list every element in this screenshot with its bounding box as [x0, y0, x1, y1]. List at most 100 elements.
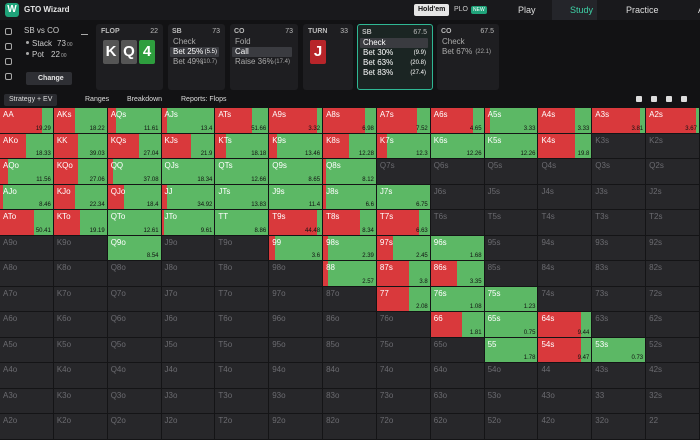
- hand-cell[interactable]: 75s 1.23: [484, 286, 539, 313]
- player-panel[interactable]: CO 67.5 Check Bet 67% (22.1): [437, 24, 499, 90]
- hand-cell[interactable]: J2o: [161, 414, 216, 440]
- hand-cell[interactable]: 22: [646, 414, 700, 440]
- player-panel[interactable]: SB 73 Check Bet 25% (5.5) Bet 49% (10.7): [168, 24, 225, 90]
- hand-cell[interactable]: 32o: [592, 414, 647, 440]
- nav-tab[interactable]: Practice: [626, 5, 659, 15]
- hand-cell[interactable]: 62o: [430, 414, 485, 440]
- hand-cell[interactable]: Q4s: [538, 159, 593, 185]
- hand-cell[interactable]: 65o: [430, 337, 485, 364]
- hand-cell[interactable]: J7o: [161, 286, 216, 313]
- hand-cell[interactable]: T2s: [646, 210, 700, 236]
- hand-cell[interactable]: 97o: [269, 286, 324, 313]
- icon[interactable]: [5, 73, 12, 80]
- hand-cell[interactable]: 92s: [646, 235, 700, 262]
- hand-cell[interactable]: 53o: [484, 388, 539, 415]
- hand-cell[interactable]: 83o: [323, 388, 377, 415]
- hand-cell[interactable]: K9o: [53, 235, 108, 262]
- toolbar-tab[interactable]: Reports: Flops: [181, 96, 227, 103]
- toolbar-tab[interactable]: Ranges: [85, 96, 110, 103]
- hand-cell[interactable]: KK 39.03: [53, 133, 108, 160]
- hand-cell[interactable]: K8s 12.28: [323, 133, 377, 160]
- hand-cell[interactable]: JTs 13.83: [215, 184, 270, 211]
- hand-cell[interactable]: A7s 7.52: [376, 108, 431, 134]
- hand-cell[interactable]: Q4o: [107, 363, 162, 389]
- hand-cell[interactable]: JJ 34.92: [161, 184, 216, 211]
- hand-cell[interactable]: K2o: [53, 414, 108, 440]
- hand-cell[interactable]: AQo 11.56: [0, 159, 54, 185]
- hand-cell[interactable]: A9s 3.32: [269, 108, 324, 134]
- hand-cell[interactable]: QQ 37.08: [107, 159, 162, 185]
- hand-cell[interactable]: JTo 9.61: [161, 210, 216, 236]
- hand-cell[interactable]: Q9o 8.54: [107, 235, 162, 262]
- hand-cell[interactable]: 66 1.81: [430, 312, 485, 338]
- hand-cell[interactable]: J4s: [538, 184, 593, 211]
- hand-cell[interactable]: 74o: [376, 363, 431, 389]
- hand-cell[interactable]: 54o: [484, 363, 539, 389]
- hand-cell[interactable]: 98o: [269, 261, 324, 287]
- mode-toggle[interactable]: Hold'em: [414, 4, 450, 16]
- hand-cell[interactable]: 63s: [592, 312, 647, 338]
- hand-cell[interactable]: 77 2.08: [376, 286, 431, 313]
- hand-cell[interactable]: ATo 50.41: [0, 210, 54, 236]
- hand-cell[interactable]: T6o: [215, 312, 270, 338]
- hand-cell[interactable]: A8s 6.98: [323, 108, 377, 134]
- hand-cell[interactable]: K9s 13.46: [269, 133, 324, 160]
- hand-cell[interactable]: 96s 1.68: [430, 235, 485, 262]
- hand-cell[interactable]: 94s: [538, 235, 593, 262]
- hand-cell[interactable]: K7o: [53, 286, 108, 313]
- hand-cell[interactable]: A6s 4.65: [430, 108, 485, 134]
- hand-cell[interactable]: K3s: [592, 133, 647, 160]
- hand-cell[interactable]: K6s 12.26: [430, 133, 485, 160]
- view-icon[interactable]: [651, 96, 657, 102]
- hand-cell[interactable]: AJo 8.46: [0, 184, 54, 211]
- hand-cell[interactable]: Q7s: [376, 159, 431, 185]
- hand-cell[interactable]: 42o: [538, 414, 593, 440]
- hand-cell[interactable]: T3s: [592, 210, 647, 236]
- hand-cell[interactable]: 97s 2.45: [376, 235, 431, 262]
- icon[interactable]: [5, 58, 12, 65]
- hand-cell[interactable]: T4o: [215, 363, 270, 389]
- action[interactable]: Bet 83% (27.4): [360, 68, 428, 78]
- hand-cell[interactable]: 82o: [323, 414, 377, 440]
- hand-cell[interactable]: T3o: [215, 388, 270, 415]
- hand-cell[interactable]: 88 2.57: [323, 261, 377, 287]
- hand-cell[interactable]: 63o: [430, 388, 485, 415]
- hand-cell[interactable]: TT 8.86: [215, 210, 270, 236]
- hand-cell[interactable]: K2s: [646, 133, 700, 160]
- hand-cell[interactable]: A2o: [0, 414, 54, 440]
- hand-cell[interactable]: T7o: [215, 286, 270, 313]
- hand-cell[interactable]: AKs 18.22: [53, 108, 108, 134]
- hand-cell[interactable]: 53s 0.73: [592, 337, 647, 364]
- action[interactable]: Check: [170, 37, 219, 47]
- hand-cell[interactable]: Q6o: [107, 312, 162, 338]
- hand-cell[interactable]: J8o: [161, 261, 216, 287]
- hand-cell[interactable]: A8o: [0, 261, 54, 287]
- hand-cell[interactable]: 86o: [323, 312, 377, 338]
- hand-cell[interactable]: K3o: [53, 388, 108, 415]
- hand-cell[interactable]: J5o: [161, 337, 216, 364]
- action[interactable]: Bet 30% (9.9): [360, 48, 428, 58]
- hand-cell[interactable]: 62s: [646, 312, 700, 338]
- hand-cell[interactable]: KTo 19.19: [53, 210, 108, 236]
- hand-cell[interactable]: QTs 12.66: [215, 159, 270, 185]
- hand-cell[interactable]: Q2o: [107, 414, 162, 440]
- hand-cell[interactable]: K8o: [53, 261, 108, 287]
- hand-cell[interactable]: Q6s: [430, 159, 485, 185]
- hand-cell[interactable]: K5o: [53, 337, 108, 364]
- hand-cell[interactable]: T5o: [215, 337, 270, 364]
- hand-cell[interactable]: Q3o: [107, 388, 162, 415]
- hand-cell[interactable]: Q5o: [107, 337, 162, 364]
- hand-cell[interactable]: KJs 21.9: [161, 133, 216, 160]
- hand-cell[interactable]: Q5s: [484, 159, 539, 185]
- hand-cell[interactable]: 82s: [646, 261, 700, 287]
- hand-cell[interactable]: 76o: [376, 312, 431, 338]
- hand-cell[interactable]: 43o: [538, 388, 593, 415]
- hand-cell[interactable]: Q8o: [107, 261, 162, 287]
- hand-cell[interactable]: 94o: [269, 363, 324, 389]
- hand-cell[interactable]: Q2s: [646, 159, 700, 185]
- action[interactable]: Call: [232, 47, 292, 57]
- action[interactable]: Bet 49% (10.7): [170, 57, 219, 67]
- hand-cell[interactable]: 95s: [484, 235, 539, 262]
- hand-cell[interactable]: A7o: [0, 286, 54, 313]
- hand-cell[interactable]: 64s 9.44: [538, 312, 593, 338]
